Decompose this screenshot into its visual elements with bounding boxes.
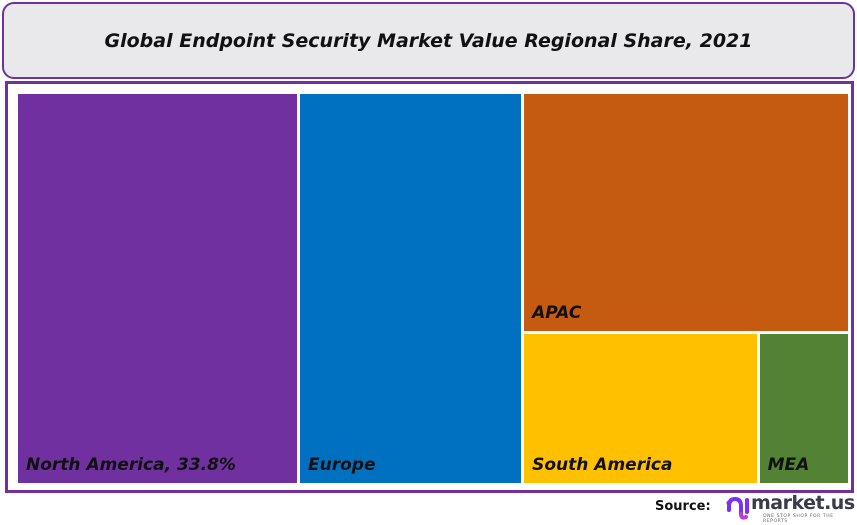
treemap-frame: North America, 33.8% Europe APAC South Amer… [5, 81, 854, 493]
chart-title: Global Endpoint Security Market Value Re… [104, 29, 753, 52]
tile-label: MEA [767, 454, 810, 475]
tile-mea: MEA [759, 333, 848, 483]
chart-title-box: Global Endpoint Security Market Value Re… [2, 2, 855, 79]
tile-south-america: South America [524, 333, 757, 483]
logo-tagline: ONE STOP SHOP FOR THE REPORTS [763, 514, 834, 524]
tile-europe: Europe [300, 94, 522, 483]
market-us-logo: market.us ONE STOP SHOP FOR THE REPORTS [725, 492, 855, 524]
tile-label: Europe [308, 455, 376, 475]
tile-label: APAC [532, 302, 582, 323]
treemap: North America, 33.8% Europe APAC South Amer… [18, 94, 848, 483]
tile-label: South America [532, 454, 673, 475]
tile-north-america: North America, 33.8% [18, 94, 298, 483]
tile-label: North America, 33.8% [26, 455, 236, 475]
logo-text: market.us [751, 492, 855, 514]
logo-icon [726, 496, 749, 520]
tile-apac: APAC [524, 94, 848, 331]
source-label: Source: [655, 499, 711, 514]
